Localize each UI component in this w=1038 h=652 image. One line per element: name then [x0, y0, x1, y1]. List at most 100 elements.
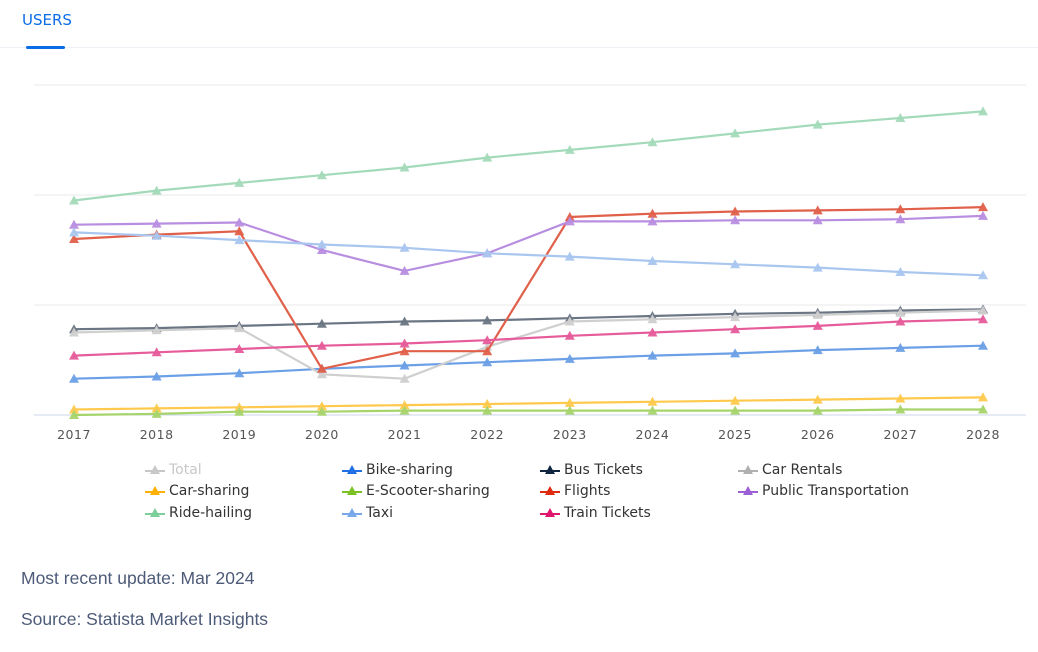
legend-item-bike-sharing[interactable]: Bike-sharing: [342, 462, 453, 478]
data-point: [564, 330, 575, 340]
tab-active-indicator: [26, 46, 65, 49]
data-point: [812, 345, 823, 355]
data-point: [730, 206, 741, 216]
series-line-train-tickets: [73, 318, 984, 357]
legend-item-car-rentals[interactable]: Car Rentals: [738, 462, 842, 478]
triangle-marker-icon: [738, 465, 758, 474]
legend-item-total[interactable]: Total: [145, 462, 202, 478]
legend-label: Total: [169, 462, 202, 478]
data-point: [399, 265, 410, 275]
data-point: [316, 406, 327, 416]
series-line-e-scooter-sharing: [73, 408, 983, 417]
source-note: Source: Statista Market Insights: [21, 609, 269, 629]
data-point: [234, 235, 245, 245]
series-line-car-sharing: [73, 396, 984, 411]
data-point: [399, 373, 410, 383]
x-tick-label: 2028: [966, 427, 1000, 442]
legend-item-flights[interactable]: Flights: [540, 483, 610, 499]
data-point: [69, 404, 79, 414]
data-point: [399, 338, 410, 348]
data-point: [316, 245, 327, 254]
data-point: [482, 335, 493, 345]
tab-divider: [0, 47, 1038, 48]
triangle-marker-icon: [738, 486, 758, 495]
data-point: [151, 403, 162, 413]
data-point: [69, 373, 79, 383]
data-point: [730, 128, 741, 138]
data-point: [812, 262, 823, 272]
legend-item-train-tickets[interactable]: Train Tickets: [540, 505, 651, 521]
data-point: [564, 216, 575, 226]
data-point: [69, 195, 79, 205]
data-point: [978, 392, 988, 402]
legend-item-bus-tickets[interactable]: Bus Tickets: [540, 462, 643, 478]
data-point: [316, 401, 327, 411]
legend-label: Public Transportation: [762, 483, 909, 499]
data-point: [895, 393, 906, 403]
legend-label: Taxi: [366, 505, 393, 521]
data-point: [564, 397, 575, 407]
data-point: [647, 208, 658, 218]
triangle-marker-icon: [342, 508, 362, 517]
data-point: [482, 357, 493, 367]
series-line-car-rentals: [73, 309, 984, 380]
data-point: [895, 267, 906, 276]
data-point: [730, 312, 741, 322]
data-point: [812, 394, 823, 404]
data-point: [895, 342, 906, 352]
legend-item-ride-hailing[interactable]: Ride-hailing: [145, 505, 252, 521]
data-point: [234, 217, 245, 227]
data-point: [399, 400, 410, 410]
data-point: [316, 363, 327, 373]
data-point: [234, 226, 245, 236]
data-point: [151, 371, 162, 381]
legend-item-car-sharing[interactable]: Car-sharing: [145, 483, 249, 499]
data-point: [482, 152, 493, 162]
legend-item-public-transportation[interactable]: Public Transportation: [738, 483, 909, 499]
data-point: [151, 347, 162, 357]
data-point: [399, 346, 410, 356]
data-point: [151, 230, 162, 240]
data-point: [399, 162, 410, 172]
data-point: [69, 410, 79, 419]
data-point: [482, 399, 493, 408]
data-point: [730, 324, 741, 334]
data-point: [812, 309, 823, 319]
line-chart: 2017 2018 2019 2020 2021 2022 2023 2024 2025 2026…: [34, 84, 1026, 442]
data-point: [730, 348, 741, 358]
x-tick-label: 2025: [718, 427, 752, 442]
data-point: [482, 248, 493, 258]
tab-users[interactable]: USERS: [22, 11, 72, 29]
data-point: [812, 205, 823, 215]
data-point: [895, 404, 906, 414]
data-point: [978, 314, 988, 324]
data-point: [234, 323, 245, 333]
data-point: [978, 210, 988, 220]
data-point: [647, 216, 658, 226]
data-point: [482, 405, 493, 415]
legend-label: Car-sharing: [169, 483, 250, 499]
legend-item-taxi[interactable]: Taxi: [342, 505, 393, 521]
data-point: [730, 395, 741, 405]
series-line-bus-tickets: [73, 308, 984, 331]
data-point: [151, 408, 162, 418]
data-point: [978, 106, 988, 116]
legend-item-e-scooter-sharing[interactable]: E-Scooter-sharing: [342, 483, 490, 499]
data-point: [895, 214, 906, 224]
data-point: [647, 405, 658, 415]
data-point: [730, 405, 741, 415]
data-point: [316, 369, 327, 379]
data-point: [647, 350, 658, 360]
x-tick-label: 2019: [222, 427, 256, 442]
triangle-marker-icon: [342, 486, 362, 495]
x-tick-label: 2021: [388, 427, 422, 442]
data-point: [895, 307, 906, 317]
triangle-marker-icon: [342, 465, 362, 474]
data-point: [647, 396, 658, 406]
data-point: [978, 202, 988, 212]
series-line-public-transportation: [73, 214, 984, 273]
data-point: [978, 305, 988, 315]
data-point: [647, 256, 658, 265]
data-point: [69, 327, 79, 337]
triangle-marker-icon: [540, 508, 560, 517]
